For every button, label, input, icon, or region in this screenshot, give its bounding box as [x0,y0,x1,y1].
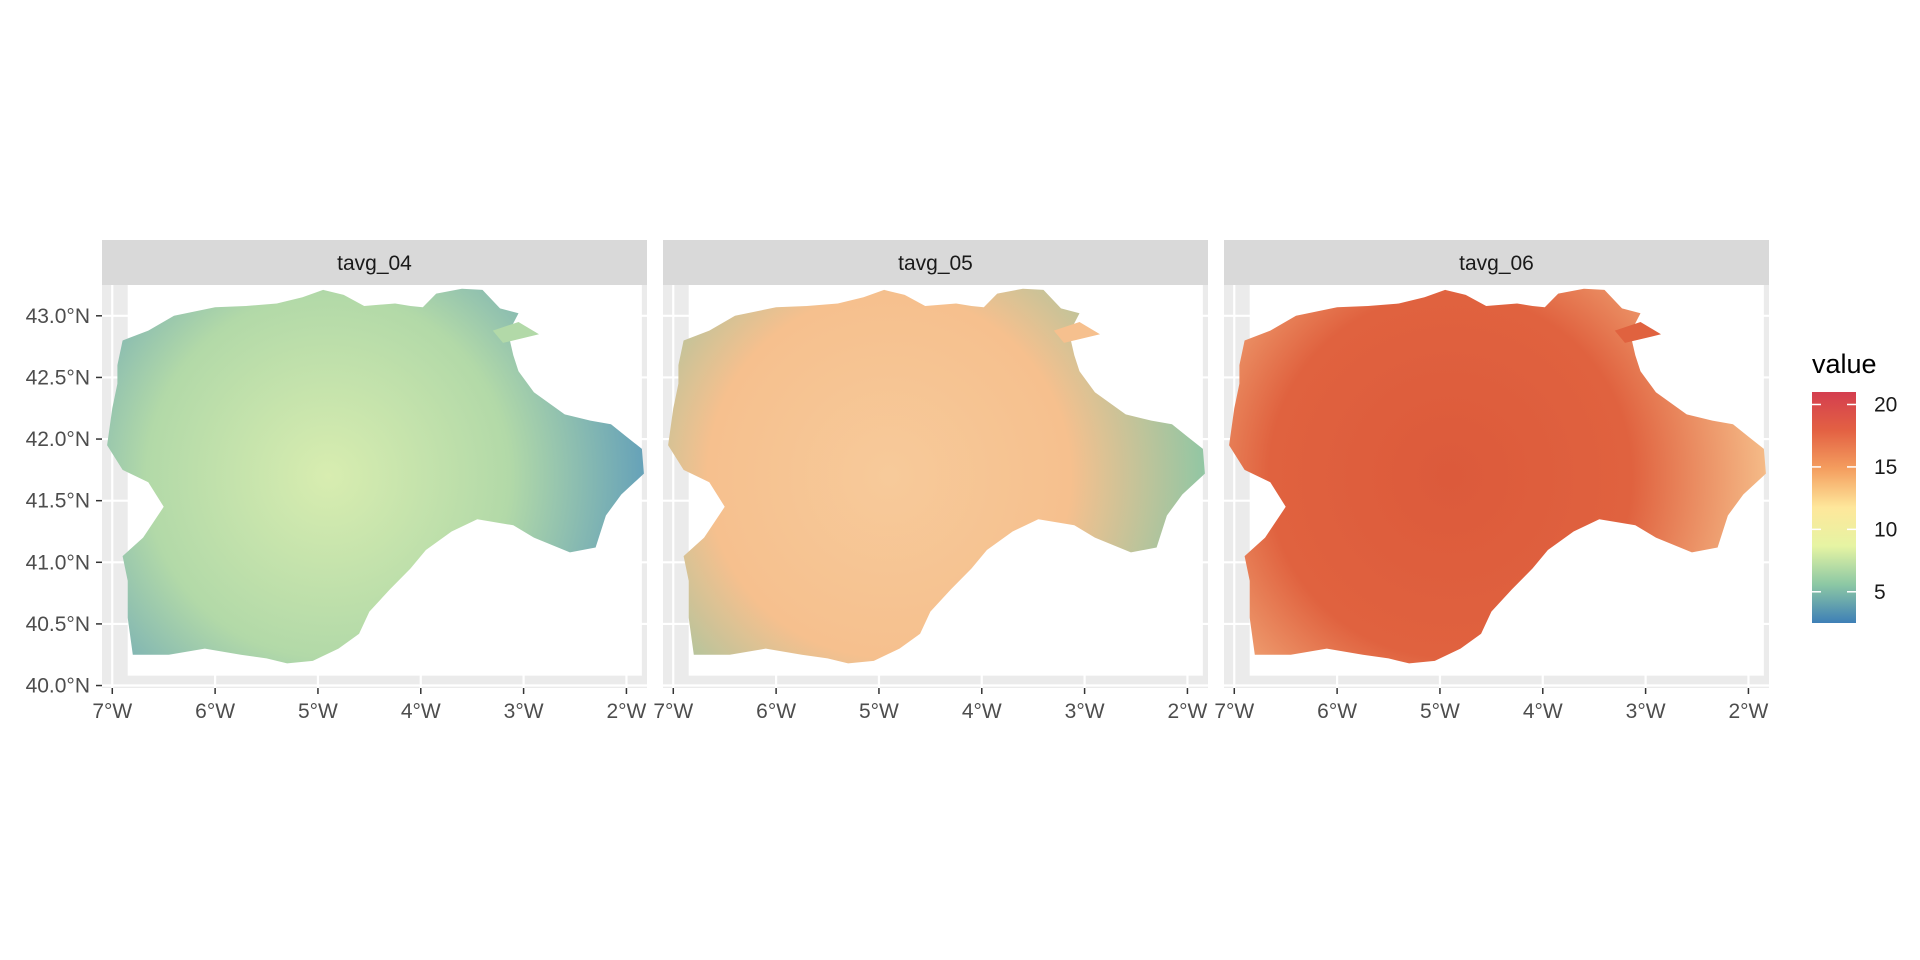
legend: value 20 15 10 5 [1812,349,1897,623]
legend-colorbar [1812,392,1856,623]
x-tick-label: 7°W [1214,700,1254,723]
x-tick-label: 5°W [298,700,338,723]
y-tick-label: 42.5°N [26,366,90,389]
x-tick-label: 4°W [1523,700,1563,723]
x-tick-label: 3°W [1065,700,1105,723]
facet-strip [1224,240,1769,285]
facet-panel-tavg_06: tavg_06 7°W 6°W 5°W 4°W 3°W 2°W [1214,240,1769,723]
facet-panels: tavg_04 7°W 6°W 5°W 4°W 3°W 2°W tavg_05 7°W 6°W 5°… [92,240,1769,723]
temperature-raster [1229,288,1766,664]
legend-label: 5 [1874,581,1886,604]
y-tick-label: 40.0°N [26,675,90,698]
y-tick-label: 43.0°N [26,305,90,328]
facet-strip [663,240,1208,285]
y-tick-label: 40.5°N [26,613,90,636]
x-tick-label: 6°W [756,700,796,723]
x-tick-label: 3°W [1626,700,1666,723]
facet-strip [102,240,647,285]
temperature-raster [668,288,1205,664]
x-tick-label: 2°W [606,700,646,723]
x-tick-label: 2°W [1728,700,1768,723]
temperature-raster-enclave [1053,322,1100,343]
x-tick-label: 3°W [504,700,544,723]
y-tick-label: 42.0°N [26,428,90,451]
facet-strip-label: tavg_06 [1459,252,1534,275]
x-tick-label: 7°W [92,700,132,723]
y-axis: 40.0°N 40.5°N 41.0°N 41.5°N 42.0°N 42.5°N 43.0… [26,305,102,698]
x-tick-label: 7°W [653,700,693,723]
x-tick-label: 2°W [1167,700,1207,723]
legend-label: 20 [1874,393,1897,416]
y-tick-label: 41.5°N [26,490,90,513]
x-tick-label: 6°W [195,700,235,723]
facet-panel-tavg_05: tavg_05 7°W 6°W 5°W 4°W 3°W 2°W [653,240,1208,723]
temperature-raster-enclave [1614,322,1661,343]
facet-strip-label: tavg_05 [898,252,973,275]
legend-title: value [1812,349,1877,379]
facet-strip-label: tavg_04 [337,252,412,275]
y-tick-label: 41.0°N [26,551,90,574]
facet-panel-tavg_04: tavg_04 7°W 6°W 5°W 4°W 3°W 2°W [92,240,647,723]
x-tick-label: 6°W [1317,700,1357,723]
x-tick-label: 4°W [401,700,441,723]
x-tick-label: 5°W [1420,700,1460,723]
x-tick-label: 5°W [859,700,899,723]
legend-label: 15 [1874,456,1897,479]
legend-label: 10 [1874,518,1897,541]
x-tick-label: 4°W [962,700,1002,723]
temperature-raster [107,288,644,664]
temperature-raster-enclave [492,322,539,343]
